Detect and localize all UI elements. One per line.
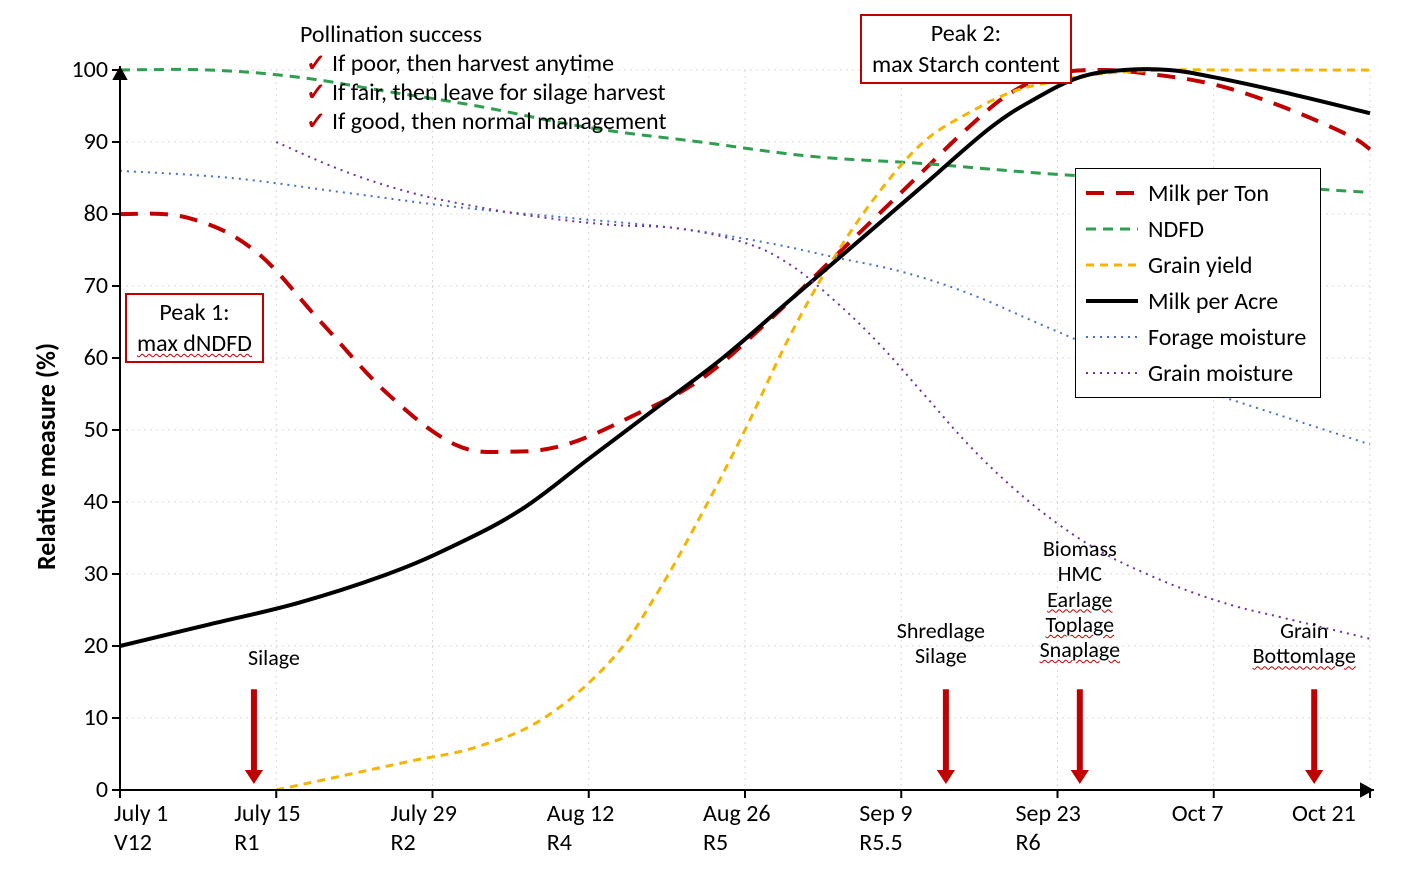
check-icon: ✓: [300, 107, 332, 136]
marker-arrow-head: [937, 770, 955, 784]
check-icon: ✓: [300, 49, 332, 78]
y-tick-label: 40: [60, 487, 108, 516]
marker-label: GrainBottomlage: [1219, 618, 1389, 669]
legend-label: NDFD: [1148, 215, 1204, 244]
y-tick-label: 90: [60, 127, 108, 156]
callout-peak2: Peak 2: max Starch content: [860, 14, 1072, 84]
legend-item: NDFD: [1086, 211, 1306, 247]
callout-peak1-line2: max dNDFD: [137, 328, 252, 359]
y-tick-label: 0: [60, 775, 108, 804]
y-tick-label: 30: [60, 559, 108, 588]
callout-pollination: Pollination success ✓If poor, then harve…: [300, 20, 666, 136]
y-tick-label: 10: [60, 703, 108, 732]
check-icon: ✓: [300, 78, 332, 107]
pollination-item: ✓If good, then normal management: [300, 107, 666, 136]
marker-arrow-head: [1071, 770, 1089, 784]
legend-label: Forage moisture: [1148, 323, 1306, 352]
legend: Milk per Ton NDFD Grain yield Milk per Acre…: [1075, 168, 1321, 398]
x-tick-label: July 15R1: [234, 800, 300, 858]
x-tick-label: Aug 12R4: [547, 800, 615, 858]
legend-swatch: [1086, 254, 1138, 276]
legend-label: Grain yield: [1148, 251, 1252, 280]
x-tick-label: July 29R2: [391, 800, 457, 858]
callout-peak2-line2: max Starch content: [872, 49, 1060, 80]
legend-item: Grain moisture: [1086, 355, 1306, 391]
callout-peak1: Peak 1: max dNDFD: [125, 293, 264, 363]
y-axis-label: Relative measure (%): [30, 343, 62, 570]
legend-item: Grain yield: [1086, 247, 1306, 283]
legend-swatch: [1086, 218, 1138, 240]
legend-item: Milk per Ton: [1086, 175, 1306, 211]
y-tick-label: 70: [60, 271, 108, 300]
legend-label: Milk per Ton: [1148, 179, 1269, 208]
pollination-item: ✓If fair, then leave for silage harvest: [300, 78, 666, 107]
chart-svg: [0, 0, 1420, 893]
x-tick-label: Sep 23R6: [1016, 800, 1081, 858]
marker-arrow-head: [245, 770, 263, 784]
x-tick-label: Oct 7: [1172, 800, 1224, 829]
legend-swatch: [1086, 362, 1138, 384]
marker-label: Silage: [189, 645, 359, 670]
legend-label: Milk per Acre: [1148, 287, 1278, 316]
marker-arrow-head: [1305, 770, 1323, 784]
pollination-title: Pollination success: [300, 20, 666, 49]
callout-peak2-line1: Peak 2:: [872, 18, 1060, 49]
x-tick-label: July 1V12: [114, 800, 168, 858]
y-tick-label: 20: [60, 631, 108, 660]
x-tick-label: Aug 26R5: [703, 800, 771, 858]
callout-peak1-line1: Peak 1:: [137, 297, 252, 328]
legend-swatch: [1086, 326, 1138, 348]
legend-swatch: [1086, 182, 1138, 204]
y-tick-label: 50: [60, 415, 108, 444]
y-tick-label: 60: [60, 343, 108, 372]
legend-label: Grain moisture: [1148, 359, 1293, 388]
marker-label: BiomassHMCEarlageToplageSnaplage: [995, 536, 1165, 662]
pollination-item: ✓If poor, then harvest anytime: [300, 49, 666, 78]
legend-item: Milk per Acre: [1086, 283, 1306, 319]
x-tick-label: Sep 9R5.5: [859, 800, 912, 858]
x-tick-label: Oct 21: [1292, 800, 1356, 829]
y-tick-label: 100: [60, 55, 108, 84]
legend-item: Forage moisture: [1086, 319, 1306, 355]
y-tick-label: 80: [60, 199, 108, 228]
legend-swatch: [1086, 290, 1138, 312]
chart-root: Relative measure (%) Peak 1: max dNDFD P…: [0, 0, 1420, 893]
